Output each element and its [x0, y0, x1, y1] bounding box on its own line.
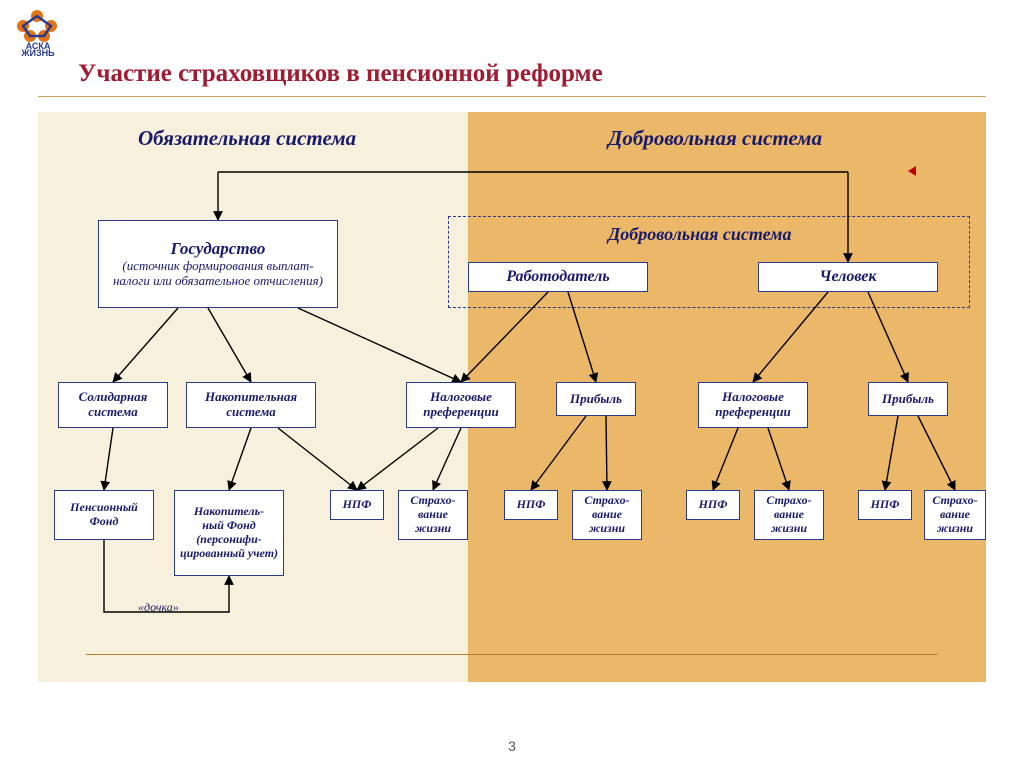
title-underline: [38, 96, 986, 97]
node-life3: Страхо-вание жизни: [754, 490, 824, 540]
node-npf3: НПФ: [686, 490, 740, 520]
node-employer: Работодатель: [468, 262, 648, 292]
node-profit2: Прибыль: [868, 382, 948, 416]
node-solid: Солидарная система: [58, 382, 168, 428]
triangle-icon: [908, 166, 916, 176]
node-accfund: Накопитель-ный Фонд (персонифи-цированны…: [174, 490, 284, 576]
node-person: Человек: [758, 262, 938, 292]
node-taxpref2: Налоговые преференции: [698, 382, 808, 428]
node-npf4: НПФ: [858, 490, 912, 520]
node-life4: Страхо-вание жизни: [924, 490, 986, 540]
slide-title: Участие страховщиков в пенсионной реформ…: [78, 60, 603, 88]
column-header-left: Обязательная система: [138, 126, 356, 151]
node-accum: Накопительная система: [186, 382, 316, 428]
logo-text-2: ЖИЗНЬ: [12, 49, 64, 58]
node-npf1: НПФ: [330, 490, 384, 520]
node-life1: Страхо-вание жизни: [398, 490, 468, 540]
node-penfund: Пенсионный Фонд: [54, 490, 154, 540]
page-number: 3: [0, 738, 1024, 754]
node-taxpref1: Налоговые преференции: [406, 382, 516, 428]
node-profit1: Прибыль: [556, 382, 636, 416]
logo: АСКА ЖИЗНЬ: [12, 6, 64, 58]
dochka-label: «дочка»: [138, 600, 179, 615]
node-gov: Государство(источник формирования выплат…: [98, 220, 338, 308]
diagram: Обязательная система Добровольная систем…: [38, 112, 986, 682]
voluntary-group-label: Добровольная система: [608, 224, 792, 245]
bottom-rule: [86, 654, 938, 655]
node-npf2: НПФ: [504, 490, 558, 520]
node-life2: Страхо-вание жизни: [572, 490, 642, 540]
column-header-right: Добровольная система: [608, 126, 822, 151]
